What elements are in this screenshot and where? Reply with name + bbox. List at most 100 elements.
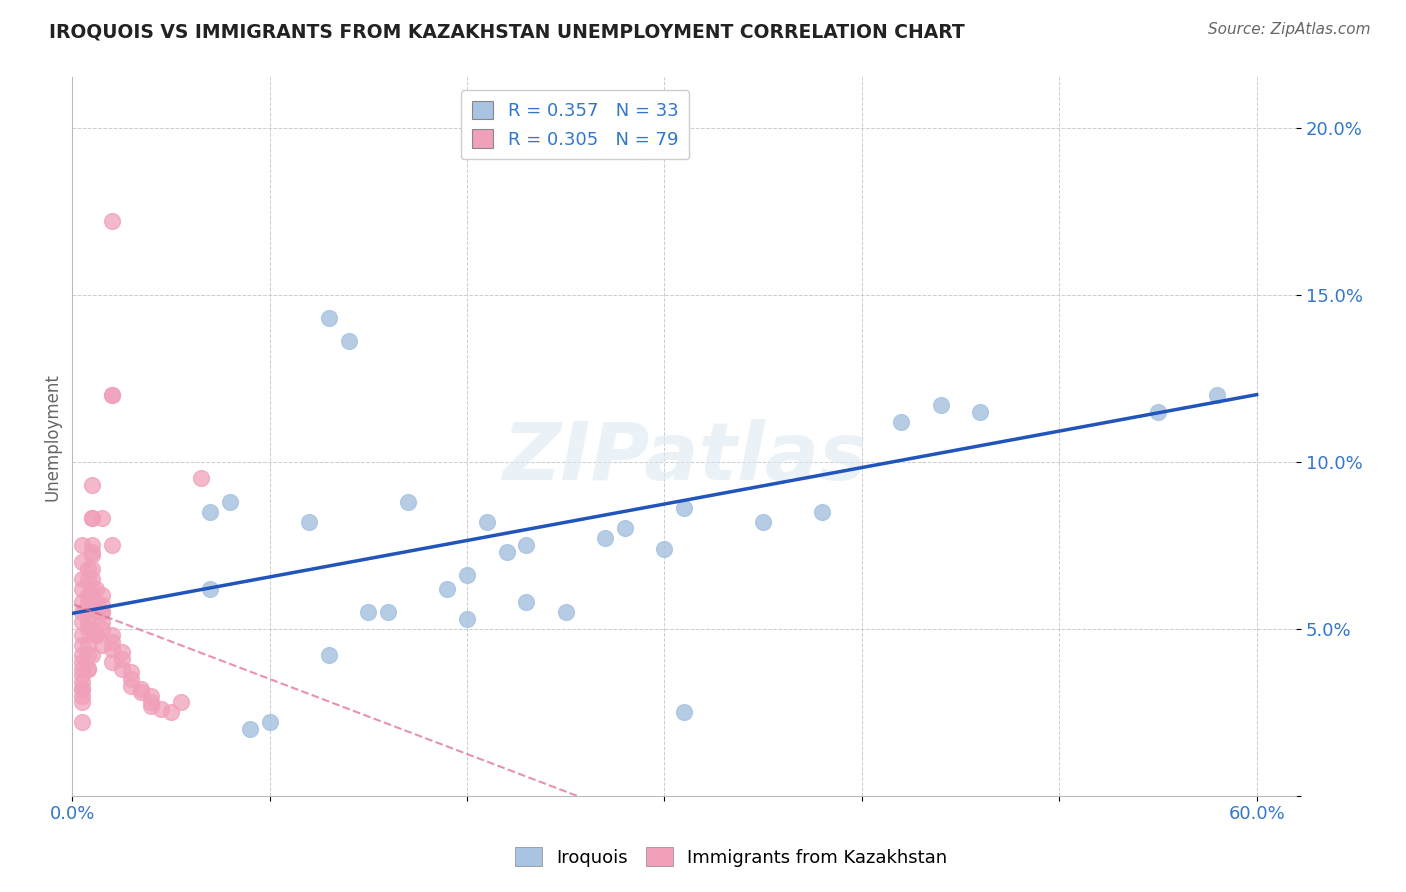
Point <box>239 722 262 736</box>
Point <box>70 572 93 586</box>
Point <box>200 582 222 596</box>
Point <box>90 605 112 619</box>
Point <box>614 521 637 535</box>
Point <box>70 555 93 569</box>
Point <box>131 685 153 699</box>
Point <box>70 675 93 690</box>
Legend: R = 0.357   N = 33, R = 0.305   N = 79: R = 0.357 N = 33, R = 0.305 N = 79 <box>461 90 689 160</box>
Point <box>80 538 103 552</box>
Point <box>70 662 93 676</box>
Point <box>70 715 93 730</box>
Point <box>80 511 103 525</box>
Point <box>200 505 222 519</box>
Point <box>77 639 100 653</box>
Point <box>80 622 103 636</box>
Point <box>120 665 142 680</box>
Point <box>100 214 122 228</box>
Point <box>84 595 107 609</box>
Point <box>593 532 616 546</box>
Point <box>100 641 122 656</box>
Point <box>929 398 952 412</box>
Point <box>634 144 657 158</box>
Point <box>70 668 93 682</box>
Point <box>673 501 696 516</box>
Point <box>515 595 537 609</box>
Text: IROQUOIS VS IMMIGRANTS FROM KAZAKHSTAN UNEMPLOYMENT CORRELATION CHART: IROQUOIS VS IMMIGRANTS FROM KAZAKHSTAN U… <box>49 22 965 41</box>
Point <box>554 605 576 619</box>
Point <box>70 628 93 642</box>
Point <box>654 541 676 556</box>
Point <box>377 605 399 619</box>
Point <box>80 595 103 609</box>
Point <box>515 538 537 552</box>
Point <box>811 505 834 519</box>
Point <box>80 572 103 586</box>
Point <box>77 622 100 636</box>
Point <box>752 515 775 529</box>
Point <box>456 612 478 626</box>
Point <box>357 605 380 619</box>
Point <box>219 494 242 508</box>
Point <box>890 415 912 429</box>
Point <box>100 635 122 649</box>
Point <box>77 605 100 619</box>
Point <box>70 648 93 663</box>
Point <box>77 615 100 629</box>
Text: Source: ZipAtlas.com: Source: ZipAtlas.com <box>1208 22 1371 37</box>
Point <box>120 672 142 686</box>
Point <box>70 681 93 696</box>
Point <box>77 662 100 676</box>
Point <box>141 689 163 703</box>
Point <box>80 545 103 559</box>
Point <box>77 662 100 676</box>
Point <box>70 615 93 629</box>
Point <box>120 679 142 693</box>
Point <box>337 334 360 349</box>
Point <box>80 648 103 663</box>
Point <box>100 628 122 642</box>
Point <box>90 639 112 653</box>
Point <box>475 515 498 529</box>
Point <box>110 662 132 676</box>
Point <box>77 648 100 663</box>
Point <box>80 561 103 575</box>
Point <box>318 648 340 663</box>
Point <box>84 628 107 642</box>
Point <box>77 572 100 586</box>
Point <box>90 622 112 636</box>
Point <box>100 538 122 552</box>
Point <box>70 582 93 596</box>
Point <box>70 695 93 709</box>
Point <box>100 388 122 402</box>
Point <box>70 681 93 696</box>
Point <box>259 715 281 730</box>
Point <box>90 511 112 525</box>
Point <box>77 588 100 602</box>
Point <box>110 645 132 659</box>
Point <box>80 588 103 602</box>
Point <box>84 628 107 642</box>
Point <box>495 545 517 559</box>
Point <box>80 582 103 596</box>
Point <box>70 689 93 703</box>
Point <box>80 548 103 562</box>
Point <box>70 595 93 609</box>
Point <box>318 310 340 325</box>
Point <box>190 471 212 485</box>
Point <box>110 652 132 666</box>
Point <box>80 511 103 525</box>
Point <box>160 705 183 719</box>
Point <box>84 582 107 596</box>
Text: ZIPatlas: ZIPatlas <box>502 419 866 497</box>
Legend: Iroquois, Immigrants from Kazakhstan: Iroquois, Immigrants from Kazakhstan <box>508 840 955 874</box>
Point <box>70 639 93 653</box>
Point <box>141 698 163 713</box>
Point <box>80 478 103 492</box>
Point <box>141 695 163 709</box>
Point <box>969 404 991 418</box>
Point <box>90 599 112 613</box>
Point <box>436 582 458 596</box>
Point <box>77 595 100 609</box>
Point <box>100 655 122 669</box>
Point <box>1206 388 1229 402</box>
